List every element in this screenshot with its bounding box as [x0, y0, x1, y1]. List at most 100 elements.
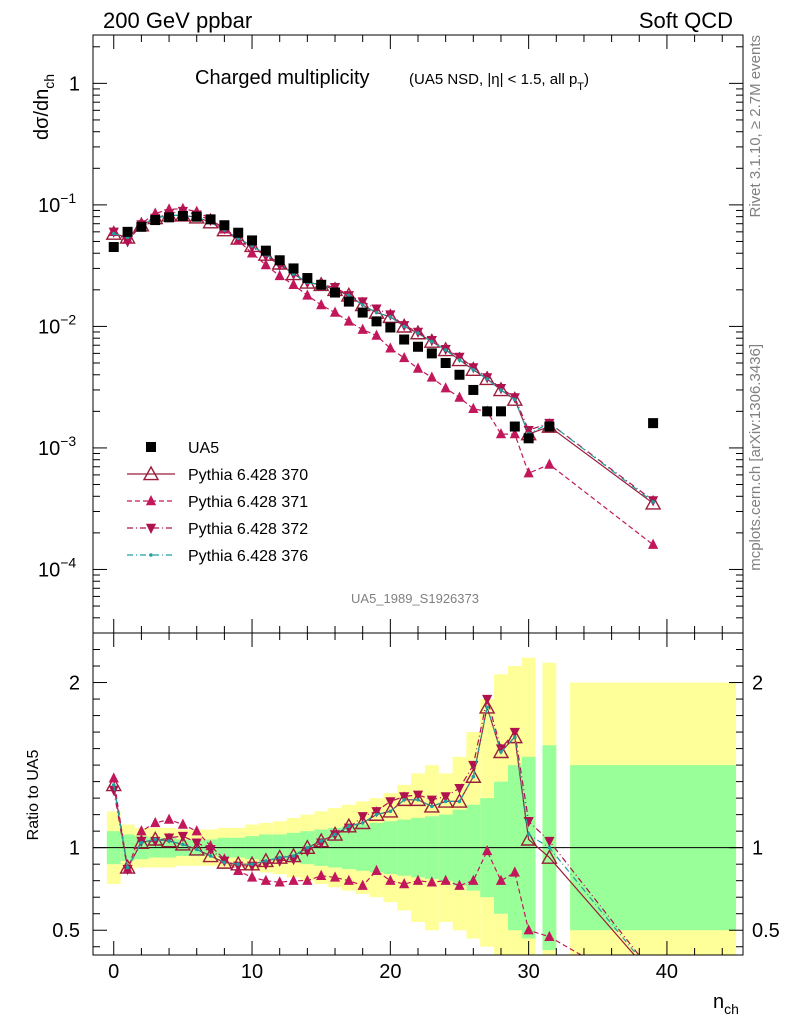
data-point [343, 315, 354, 326]
ratio-point [177, 818, 188, 829]
ratio-point [360, 821, 365, 825]
ratio-point [482, 844, 493, 856]
legend-marker [146, 442, 156, 452]
series-pythia-6-428-376 [111, 213, 655, 504]
x-tick-label: 0 [108, 961, 119, 983]
uncertainty-bands [106, 657, 737, 955]
ratio-point [399, 792, 410, 803]
y-tick-label: 10−3 [38, 433, 76, 460]
ratio-point [547, 845, 552, 850]
data-point [371, 329, 382, 340]
data-point [426, 348, 437, 359]
x-tick-label: 30 [518, 961, 540, 983]
ratio-point [395, 791, 413, 807]
ratio-point [264, 859, 268, 863]
ratio-series-pythia-6-428-371 [108, 772, 583, 955]
data-point [440, 382, 451, 393]
data-point [274, 269, 285, 281]
legend-marker [145, 523, 157, 534]
data-point [482, 406, 493, 417]
ratio-point [402, 797, 406, 802]
ratio-point [274, 876, 285, 887]
data-point [371, 316, 382, 327]
ratio-point [495, 744, 507, 755]
data-point [357, 323, 368, 334]
data-point [468, 384, 479, 395]
ratio-point [371, 864, 382, 875]
ratio-point [222, 860, 227, 865]
ratio-point [478, 698, 496, 714]
ratio-point [399, 877, 410, 889]
ratio-point [485, 705, 489, 710]
data-point [382, 308, 399, 324]
ratio-point [191, 825, 202, 836]
ratio-point [139, 840, 144, 845]
ratio-point [492, 743, 510, 759]
data-point [136, 221, 147, 232]
ratio-point [319, 839, 323, 843]
ratio-point [374, 812, 379, 817]
ratio-point [357, 879, 368, 890]
legend-entry: Pythia 6.428 371 [127, 494, 308, 511]
data-point [465, 361, 482, 377]
data-point [440, 357, 451, 368]
ratio-point [316, 869, 327, 880]
ratio-point [274, 856, 285, 867]
ratio-point [513, 735, 517, 739]
ratio-point [651, 973, 655, 977]
ratio-point [451, 792, 468, 808]
ratio-point [354, 814, 371, 830]
data-point [413, 341, 423, 352]
data-point [523, 467, 534, 478]
chart-title: Charged multiplicity [195, 67, 370, 89]
y-tick-label: 10−2 [38, 311, 76, 338]
ratio-point [347, 824, 351, 828]
data-point [316, 299, 327, 310]
data-point [205, 214, 216, 225]
data-point [302, 289, 313, 300]
data-point [544, 458, 555, 469]
ratio-y-axis-label: Ratio to UA5 [25, 750, 42, 841]
ratio-tick-label-left: 0.5 [52, 920, 80, 942]
ratio-tick-label-right: 2 [752, 673, 763, 695]
ratio-point [468, 874, 479, 885]
ratio-point [160, 832, 178, 848]
data-point [108, 242, 119, 253]
data-point [416, 331, 420, 335]
series-pythia-6-428-372 [108, 206, 659, 507]
data-point [454, 369, 465, 380]
data-point [509, 421, 520, 432]
data-point [274, 255, 285, 266]
ratio-point [302, 874, 313, 885]
ratio-point [191, 838, 202, 849]
legend-label: UA5 [188, 440, 219, 457]
data-point [233, 227, 244, 238]
ratio-point [423, 797, 441, 813]
data-point [260, 245, 271, 256]
ratio-point [544, 836, 555, 848]
legend-entry: UA5 [146, 440, 219, 457]
legend-label: Pythia 6.428 376 [188, 548, 308, 565]
data-point [509, 428, 520, 439]
ratio-point [302, 846, 313, 857]
ratio-point [526, 832, 531, 837]
series-ua5 [108, 211, 659, 444]
ratio-point [202, 847, 219, 863]
ratio-point [440, 874, 451, 885]
data-point [371, 304, 382, 315]
ratio-point [385, 874, 396, 885]
ratio-point [443, 799, 448, 804]
series-line [113, 778, 583, 955]
data-point [330, 287, 341, 298]
ratio-point [305, 845, 310, 850]
ratio-point [541, 849, 558, 864]
data-point [430, 339, 434, 344]
data-point [409, 324, 427, 340]
data-point [316, 279, 327, 290]
ratio-point [163, 833, 175, 844]
ratio-point [544, 930, 555, 942]
ratio-point [260, 874, 271, 885]
series-line [113, 214, 654, 504]
data-point [357, 307, 368, 318]
